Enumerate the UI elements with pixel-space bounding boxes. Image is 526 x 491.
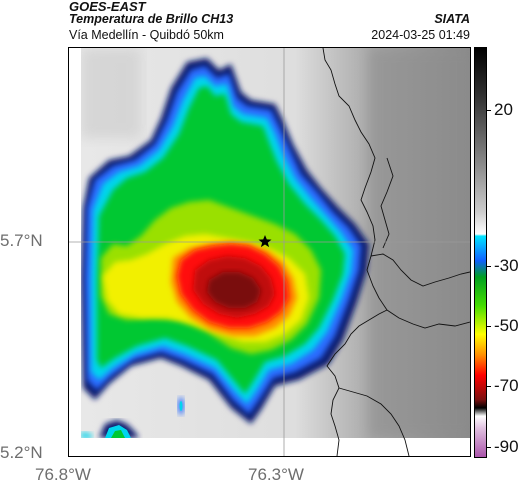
temperature-colorbar — [474, 47, 487, 458]
coldest-core — [207, 272, 261, 308]
small-cloud-cells — [81, 397, 184, 438]
colorbar-tick-minus90 — [486, 447, 491, 448]
boundary-south — [338, 387, 410, 456]
lat-label-5.7: 5.7°N — [0, 231, 43, 250]
boundary-east — [370, 253, 470, 287]
colorbar-gradient — [475, 48, 486, 457]
product-name: Temperatura de Brillo CH13 — [69, 12, 234, 26]
graticule — [69, 48, 470, 456]
colorbar-tick-minus50 — [486, 326, 491, 327]
location-label: Vía Medellín - Quibdó 50km — [69, 28, 224, 42]
satellite-name: GOES-EAST — [69, 0, 146, 14]
map-edge-bottom — [69, 438, 470, 456]
department-boundary — [322, 48, 470, 329]
darker-east-region — [369, 48, 470, 438]
colorbar-label-minus30: -30 — [494, 256, 519, 275]
colorbar-tick-20 — [486, 110, 491, 111]
convective-system — [81, 58, 369, 424]
lat-label-5.2: 5.2°N — [0, 443, 43, 462]
river-line — [326, 309, 388, 456]
colorbar-label-minus90: -90 — [494, 437, 519, 456]
timestamp-label: 2024-03-25 01:49 — [371, 28, 470, 42]
star-icon — [258, 235, 272, 248]
lon-label-76.8: 76.8°W — [35, 465, 91, 484]
boundary-ne — [380, 157, 394, 249]
colorbar-tick-minus70 — [486, 386, 491, 387]
lon-label-76.3: 76.3°W — [248, 465, 304, 484]
colorbar-label-minus50: -50 — [494, 316, 519, 335]
colorbar-label-20: 20 — [494, 100, 513, 119]
brightness-temperature-map — [68, 47, 471, 457]
colorbar-canvas — [475, 48, 486, 457]
colorbar-label-minus70: -70 — [494, 376, 519, 395]
coastline-borders — [322, 48, 470, 456]
gray-northwest-region — [81, 48, 141, 138]
map-edge-left — [69, 48, 81, 456]
map-canvas — [69, 48, 470, 456]
organization-label: SIATA — [434, 12, 470, 26]
colorbar-tick-minus30 — [486, 266, 491, 267]
